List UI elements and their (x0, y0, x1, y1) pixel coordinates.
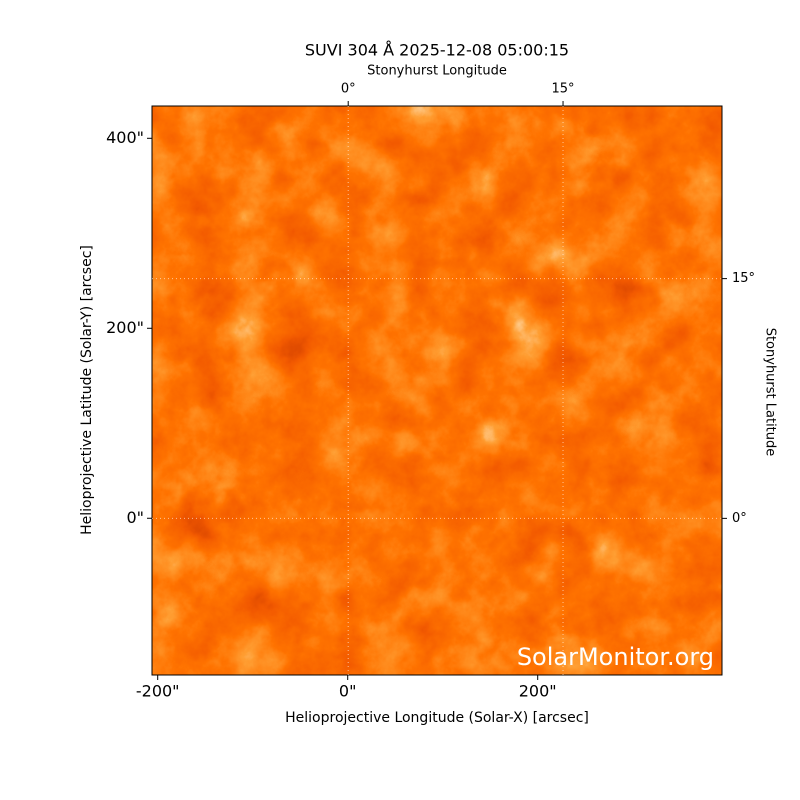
y2-tick-label: 0° (732, 511, 747, 526)
x-axis-label: Helioprojective Longitude (Solar-X) [arc… (285, 710, 589, 726)
chart-title: SUVI 304 Å 2025-12-08 05:00:15 (305, 41, 569, 60)
y2-tick-label: 15° (732, 271, 755, 286)
y-tick-label: 0" (126, 508, 144, 527)
watermark: SolarMonitor.org (517, 643, 714, 671)
x2-tick-label: 0° (341, 82, 356, 97)
x2-tick-label: 15° (552, 82, 575, 97)
y2-axis-label: Stonyhurst Latitude (763, 328, 778, 457)
x2-axis-label: Stonyhurst Longitude (367, 64, 507, 79)
x-tick-label: 200" (519, 682, 557, 701)
y-tick-label: 200" (106, 318, 144, 337)
y-axis-label: Helioprojective Latitude (Solar-Y) [arcs… (79, 245, 95, 535)
x-tick-label: -200" (136, 682, 180, 701)
x-tick-label: 0" (339, 682, 357, 701)
plot-frame (151, 105, 723, 676)
y-tick-label: 400" (106, 128, 144, 147)
solar-image (152, 106, 722, 675)
